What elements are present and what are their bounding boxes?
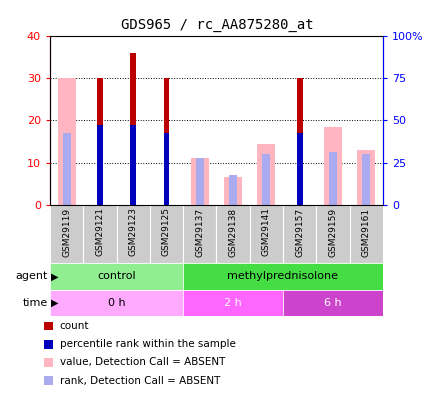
Text: GSM29159: GSM29159 <box>328 207 337 257</box>
Text: GDS965 / rc_AA875280_at: GDS965 / rc_AA875280_at <box>121 18 313 32</box>
Bar <box>328 152 336 205</box>
Text: ▶: ▶ <box>51 271 58 281</box>
Text: time: time <box>23 298 48 308</box>
Bar <box>356 150 375 205</box>
Text: GSM29161: GSM29161 <box>361 207 370 257</box>
Bar <box>228 175 237 205</box>
Text: GSM29137: GSM29137 <box>195 207 204 257</box>
Text: GSM29125: GSM29125 <box>161 207 171 256</box>
Bar <box>130 125 136 205</box>
Text: 6 h: 6 h <box>323 298 341 308</box>
Bar <box>183 263 382 290</box>
Text: agent: agent <box>16 271 48 281</box>
Text: rank, Detection Call = ABSENT: rank, Detection Call = ABSENT <box>59 376 220 386</box>
Bar <box>97 79 103 205</box>
Text: 0 h: 0 h <box>108 298 125 308</box>
Text: GSM29119: GSM29119 <box>62 207 71 257</box>
Text: GSM29123: GSM29123 <box>128 207 138 256</box>
Bar <box>262 154 270 205</box>
Bar <box>57 79 76 205</box>
Text: GSM29138: GSM29138 <box>228 207 237 257</box>
Bar <box>190 158 208 205</box>
Bar <box>163 133 169 205</box>
Bar <box>183 290 283 316</box>
Bar <box>296 79 302 205</box>
Text: methylprednisolone: methylprednisolone <box>227 271 338 281</box>
Bar <box>195 158 204 205</box>
Text: 2 h: 2 h <box>224 298 241 308</box>
Bar <box>323 127 341 205</box>
Bar <box>183 205 216 263</box>
Text: GSM29141: GSM29141 <box>261 207 270 256</box>
Bar <box>83 205 116 263</box>
Bar <box>361 154 369 205</box>
Bar <box>149 205 183 263</box>
Bar <box>296 133 302 205</box>
Bar <box>50 263 183 290</box>
Text: count: count <box>59 321 89 331</box>
Bar <box>349 205 382 263</box>
Bar <box>62 133 71 205</box>
Bar <box>116 205 149 263</box>
Bar <box>130 53 136 205</box>
Text: GSM29121: GSM29121 <box>95 207 104 256</box>
Bar <box>224 177 242 205</box>
Bar <box>163 79 169 205</box>
Bar <box>316 205 349 263</box>
Bar <box>50 205 83 263</box>
Bar <box>50 290 183 316</box>
Text: ▶: ▶ <box>51 298 58 308</box>
Text: percentile rank within the sample: percentile rank within the sample <box>59 339 235 349</box>
Bar <box>249 205 283 263</box>
Bar <box>216 205 249 263</box>
Bar <box>97 125 103 205</box>
Bar <box>256 144 275 205</box>
Text: GSM29157: GSM29157 <box>294 207 303 257</box>
Bar <box>283 290 382 316</box>
Bar <box>283 205 316 263</box>
Text: control: control <box>97 271 135 281</box>
Text: value, Detection Call = ABSENT: value, Detection Call = ABSENT <box>59 358 224 367</box>
